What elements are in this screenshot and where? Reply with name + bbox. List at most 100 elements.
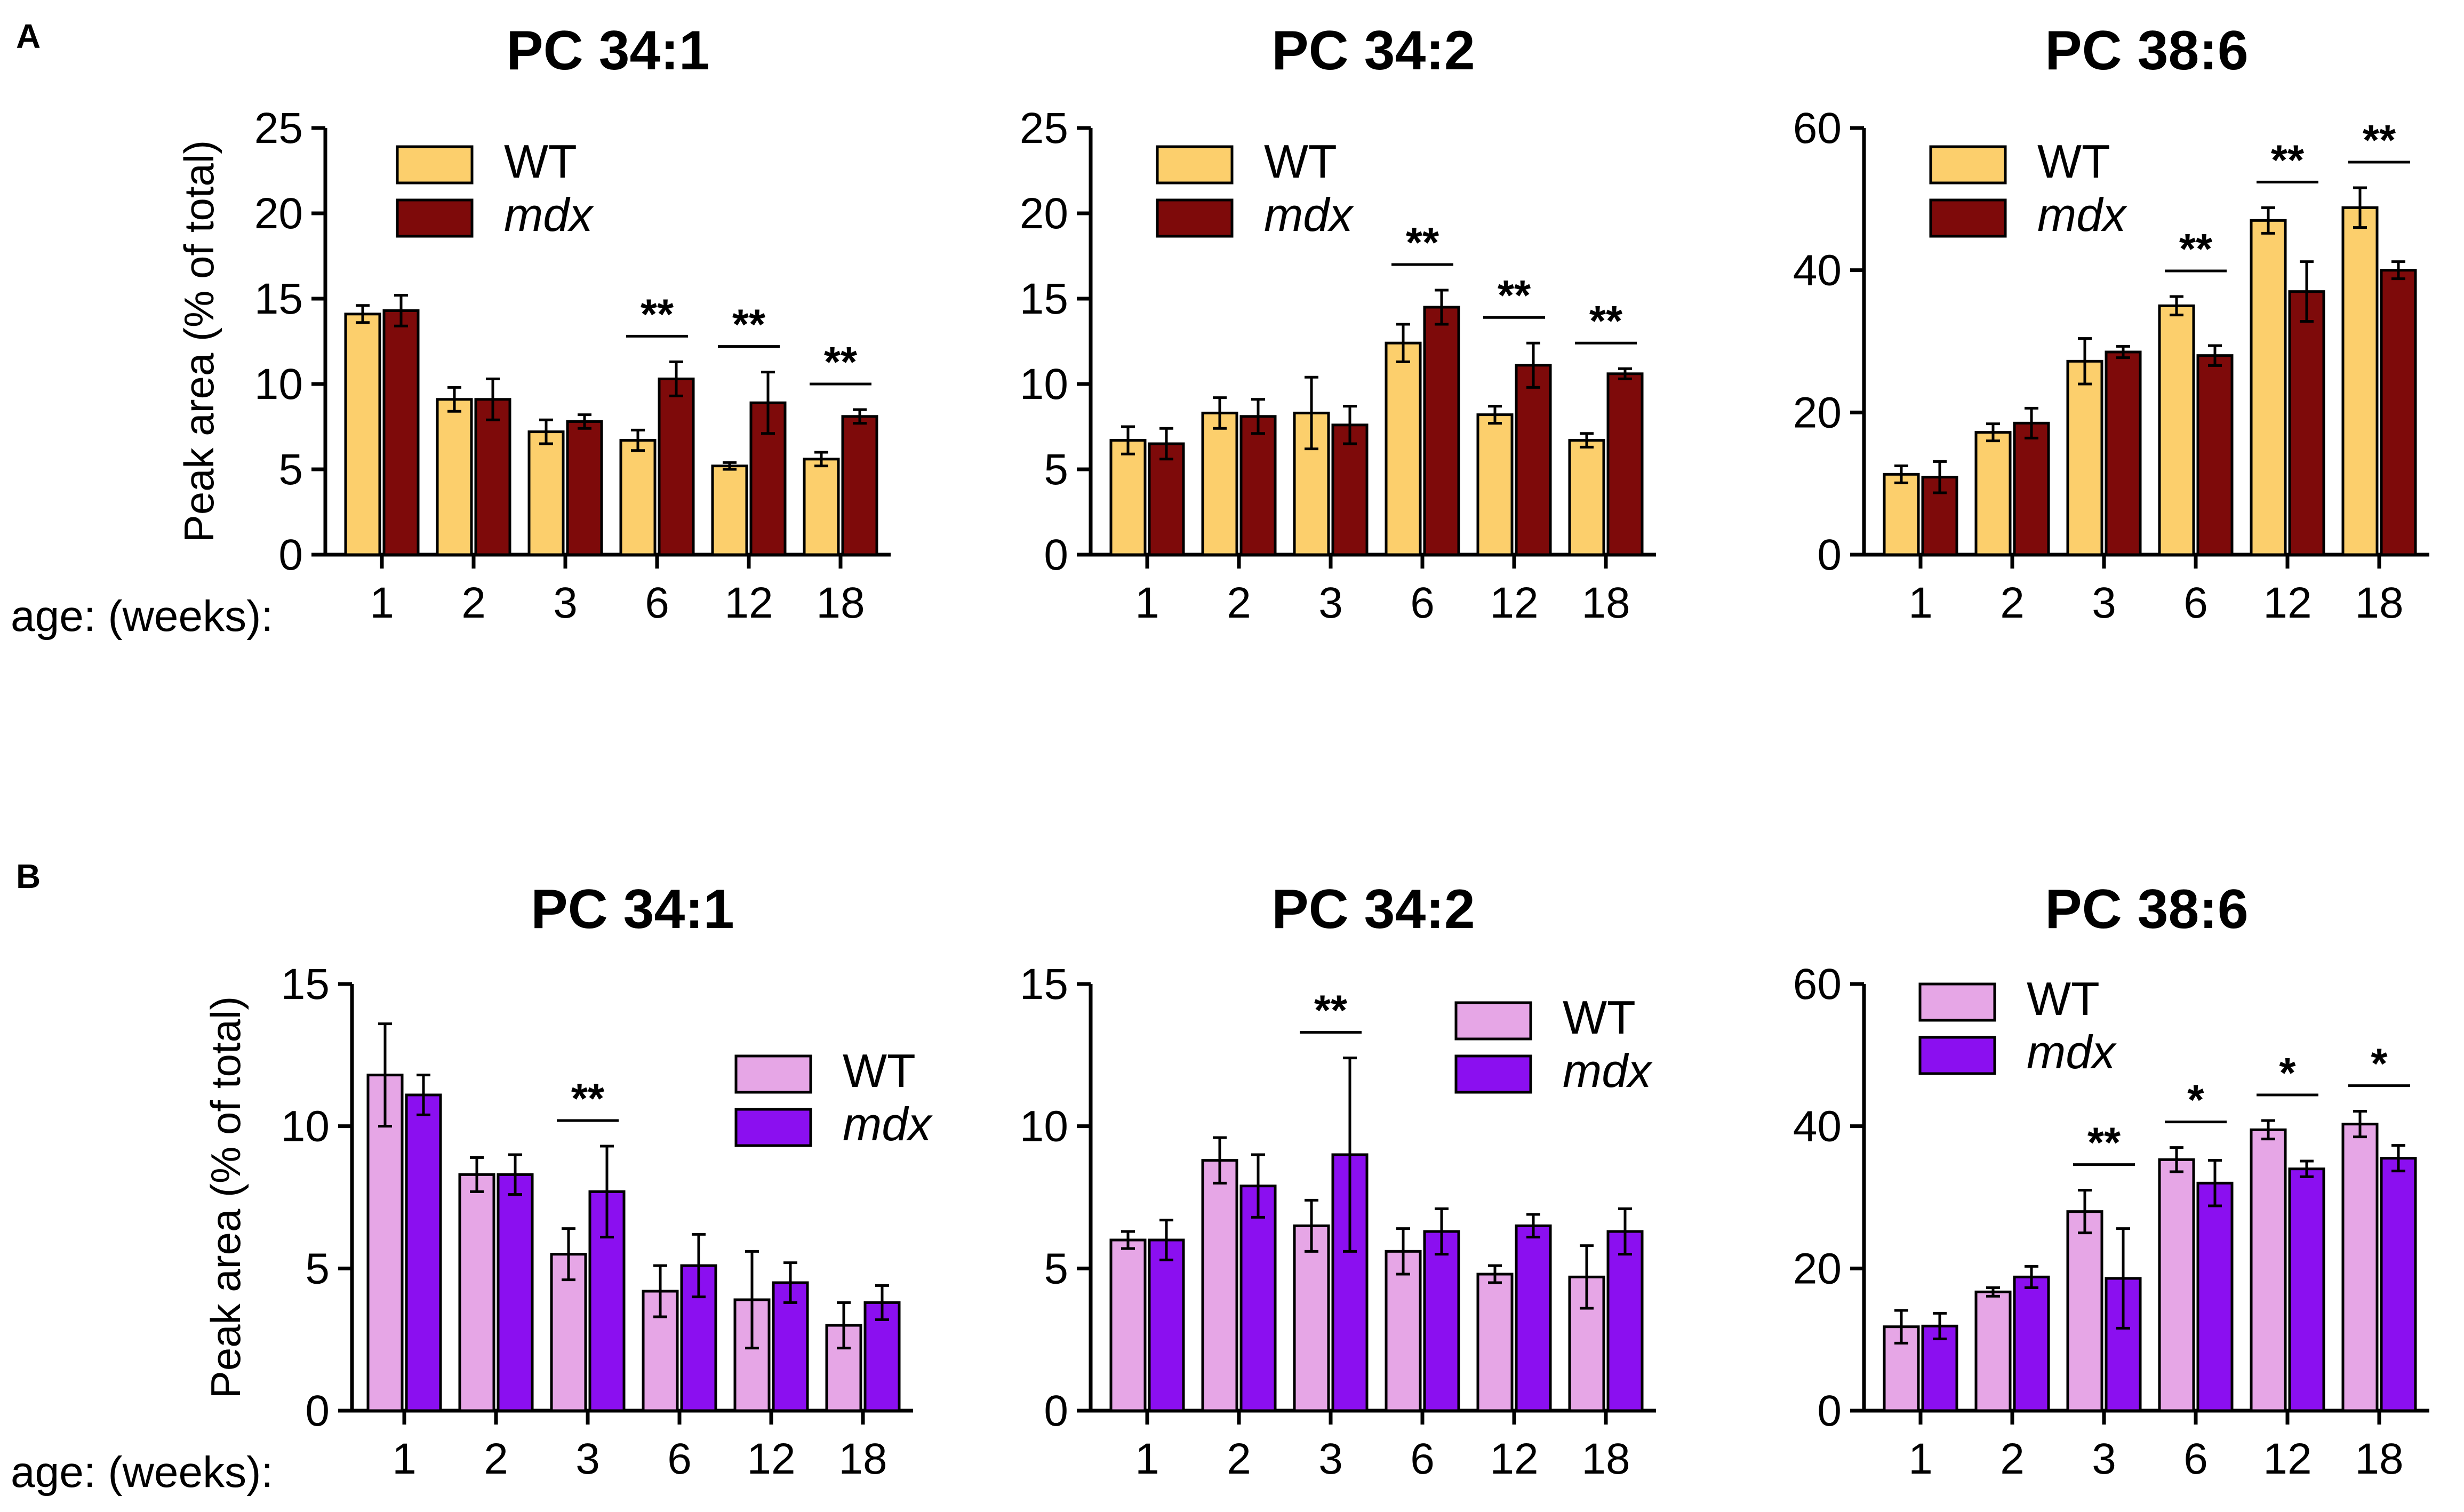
- legend-label-mdx: mdx: [504, 188, 594, 241]
- significance-stars: **: [1314, 987, 1348, 1034]
- x-tick-label: 3: [553, 579, 578, 627]
- bar-mdx-1: [382, 309, 420, 556]
- y-tick-label: 10: [1020, 1102, 1068, 1151]
- bar-mdx-18: [841, 415, 878, 556]
- significance-stars: **: [2179, 225, 2213, 273]
- x-tick-label: 1: [1908, 579, 1933, 627]
- bar-mdx-2: [2013, 1275, 2050, 1412]
- bar-wt-18: [803, 458, 840, 556]
- chart-title: PC 34:2: [1271, 20, 1475, 82]
- bar-wt-1: [1883, 473, 1920, 556]
- legend-swatch-mdx: [1929, 198, 2007, 238]
- significance-stars: **: [824, 338, 858, 386]
- bar-wt-2: [1201, 1159, 1238, 1412]
- significance-stars: **: [732, 301, 766, 348]
- bar-mdx-6: [2196, 354, 2234, 556]
- x-tick-label: 3: [575, 1435, 600, 1483]
- legend-swatch-mdx: [1156, 198, 1234, 238]
- x-tick-label: 12: [747, 1435, 795, 1483]
- x-prefix-label-a: age: (weeks):: [11, 592, 273, 641]
- x-tick-label: 2: [1227, 1435, 1251, 1483]
- bar-mdx-2: [1239, 1185, 1277, 1412]
- x-tick-label: 12: [2263, 1435, 2311, 1483]
- bar-wt-3: [1293, 1224, 1330, 1412]
- bar-mdx-18: [2380, 1157, 2417, 1412]
- x-tick-label: 6: [2183, 1435, 2208, 1483]
- bar-wt-6: [2158, 1158, 2195, 1412]
- x-tick-label: 6: [645, 579, 669, 627]
- y-tick-label: 5: [1044, 445, 1068, 494]
- legend-label-wt: WT: [1264, 135, 1337, 188]
- x-tick-label: 6: [2183, 579, 2208, 627]
- legend-label-mdx: mdx: [1563, 1044, 1653, 1097]
- x-tick-label: 18: [1581, 1435, 1630, 1483]
- significance-stars: **: [2363, 116, 2396, 164]
- y-tick-label: 5: [1044, 1244, 1068, 1293]
- y-axis-label: Peak area (% of total): [175, 140, 222, 542]
- y-tick-label: 20: [254, 189, 303, 238]
- chart-title: PC 34:2: [1271, 878, 1475, 940]
- bar-wt-2: [1201, 411, 1238, 556]
- bar-wt-12: [2250, 1128, 2287, 1412]
- x-tick-label: 3: [1318, 579, 1343, 627]
- bar-mdx-18: [2380, 269, 2417, 556]
- bar-mdx-12: [2288, 290, 2325, 556]
- x-tick-label: 2: [2000, 579, 2025, 627]
- bar-wt-12: [711, 465, 748, 556]
- bar-wt-6: [1385, 341, 1422, 556]
- legend-label-wt: WT: [504, 135, 577, 188]
- chart-title: PC 34:1: [531, 878, 734, 940]
- bar-mdx-1: [1148, 442, 1185, 556]
- significance-stars: **: [571, 1075, 605, 1122]
- y-tick-label: 20: [1793, 388, 1842, 437]
- bar-wt-3: [2066, 359, 2103, 556]
- y-tick-label: 10: [1020, 360, 1068, 409]
- bar-wt-18: [2341, 1123, 2379, 1412]
- x-tick-label: 1: [392, 1435, 417, 1483]
- bar-wt-6: [1385, 1250, 1422, 1412]
- bar-mdx-12: [1515, 1224, 1552, 1412]
- y-tick-label: 10: [281, 1102, 330, 1151]
- bar-mdx-3: [588, 1190, 626, 1412]
- bar-wt-1: [1109, 439, 1147, 556]
- x-tick-label: 2: [2000, 1435, 2025, 1483]
- bar-mdx-6: [1423, 306, 1460, 556]
- legend-swatch-mdx: [396, 198, 474, 238]
- y-tick-label: 0: [1044, 531, 1068, 579]
- x-tick-label: 2: [484, 1435, 508, 1483]
- bar-wt-1: [1109, 1238, 1147, 1412]
- x-tick-label: 1: [1135, 1435, 1159, 1483]
- x-tick-label: 12: [1490, 579, 1538, 627]
- bar-mdx-12: [772, 1281, 809, 1412]
- y-tick-label: 5: [278, 445, 303, 494]
- bar-wt-1: [344, 313, 381, 556]
- x-tick-label: 6: [1410, 579, 1435, 627]
- bar-wt-12: [1476, 1273, 1514, 1412]
- bar-mdx-12: [2288, 1167, 2325, 1412]
- legend-label-wt: WT: [1563, 991, 1636, 1044]
- legend-swatch-mdx: [734, 1108, 812, 1147]
- x-tick-label: 1: [370, 579, 394, 627]
- x-tick-label: 12: [724, 579, 773, 627]
- legend-label-wt: WT: [2027, 972, 2100, 1025]
- significance-stars: **: [2271, 136, 2305, 183]
- x-tick-label: 2: [1227, 579, 1251, 627]
- y-tick-label: 0: [278, 531, 303, 579]
- y-tick-label: 0: [1817, 531, 1842, 579]
- legend-label-mdx: mdx: [2027, 1026, 2117, 1078]
- bar-wt-18: [1568, 439, 1605, 556]
- bar-wt-2: [1974, 431, 2012, 556]
- legend-label-mdx: mdx: [1264, 188, 1354, 241]
- significance-stars: **: [1406, 219, 1439, 266]
- x-tick-label: 3: [1318, 1435, 1343, 1483]
- y-tick-label: 60: [1793, 104, 1842, 153]
- y-tick-label: 15: [1020, 960, 1068, 1009]
- x-tick-label: 18: [816, 579, 865, 627]
- y-tick-label: 0: [305, 1387, 330, 1435]
- bar-wt-2: [1974, 1290, 2012, 1412]
